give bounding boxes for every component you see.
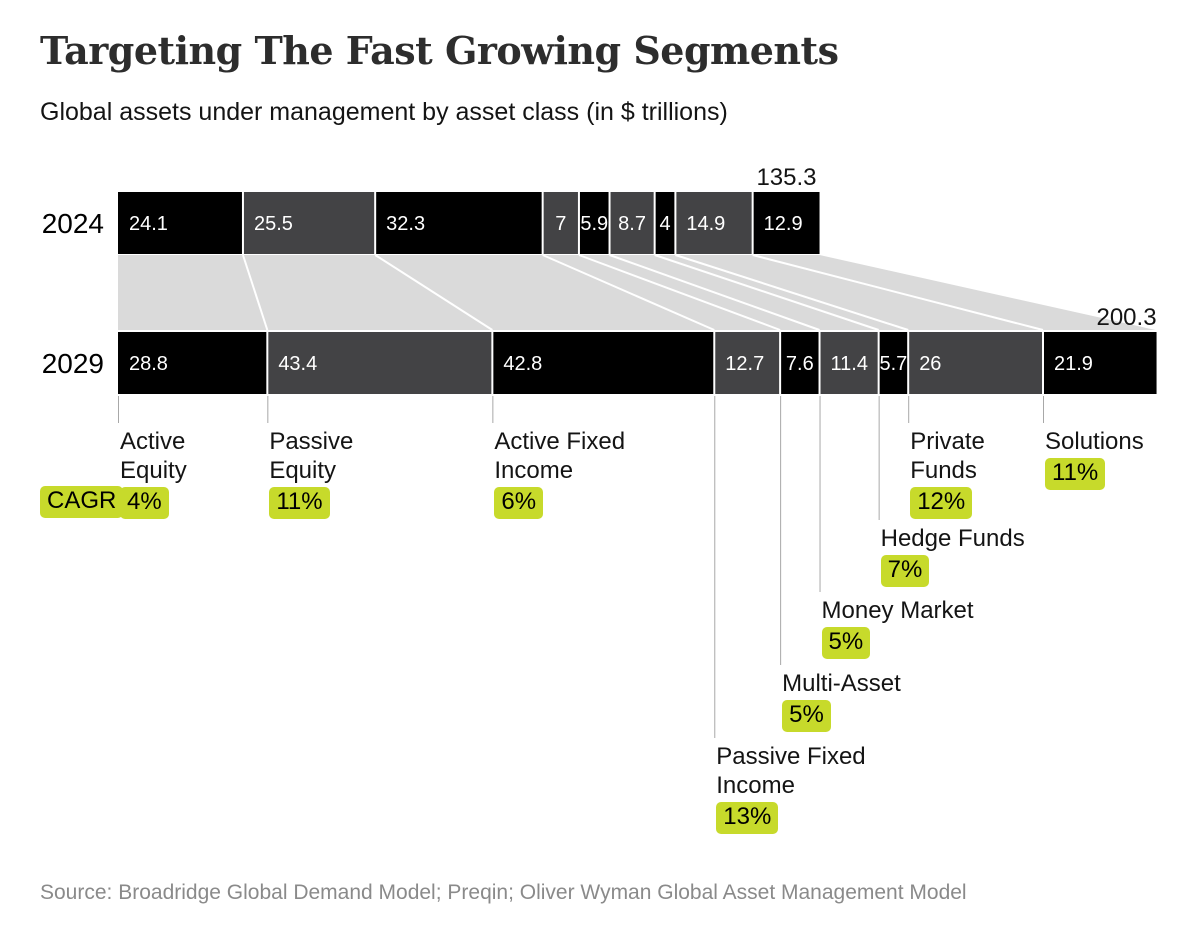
bar-2024-segment-passive-equity xyxy=(242,192,376,254)
flow-separator xyxy=(752,254,1044,331)
segment-value-2024-private-funds: 14.9 xyxy=(686,213,725,235)
segment-value-2024-hedge-funds: 4 xyxy=(659,213,670,235)
chart-area: 24.1 25.5 32.3 7 5.9 8.7 4 14.9 12.9 28.8 43.4 42.8… xyxy=(40,164,1157,834)
segment-value-2024-multi-asset: 5.9 xyxy=(580,213,608,235)
segment-value-2029-multi-asset: 7.6 xyxy=(786,353,814,375)
segment-value-2029-active-fixed-income: 42.8 xyxy=(503,353,542,375)
bar-2029-segment-hedge-funds xyxy=(878,332,909,394)
cagr-chip-hedge-funds: 7% xyxy=(880,555,930,587)
flow-separator xyxy=(609,254,820,331)
segment-value-2029-solutions: 21.9 xyxy=(1054,353,1093,375)
category-label-private-funds: Private Funds 12% xyxy=(910,427,1020,519)
category-name: Passive Fixed Income xyxy=(716,743,866,799)
cagr-chip-money-market: 5% xyxy=(821,627,871,659)
cagr-chip-active-equity: 4% xyxy=(120,487,169,519)
cagr-chip-multi-asset: 5% xyxy=(782,700,831,732)
chart-subtitle: Global assets under management by asset … xyxy=(40,98,728,126)
total-label-2029: 200.3 xyxy=(1096,304,1156,331)
category-label-money-market: Money Market 5% xyxy=(821,596,974,659)
category-labels-layer: Active Equity 4% Passive Equity 11% Active F… xyxy=(120,427,1144,834)
flow-separator xyxy=(242,254,269,331)
bar-2024-segment-passive-fixed-income xyxy=(542,192,579,254)
cagr-prefix-chip: CAGR xyxy=(40,486,124,518)
bar-2024-segment-solutions xyxy=(752,192,820,254)
bar-2024-segment-active-equity xyxy=(118,192,243,254)
source-note: Source: Broadridge Global Demand Model; … xyxy=(40,881,967,904)
category-label-active-equity: Active Equity 4% xyxy=(120,427,250,519)
segment-value-2024-money-market: 8.7 xyxy=(618,213,646,235)
bar-2024-segment-private-funds xyxy=(675,192,753,254)
bar-2024-segment-money-market xyxy=(609,192,655,254)
category-name: Active Equity xyxy=(120,428,187,484)
bar-2029-segment-passive-equity xyxy=(267,332,493,394)
category-label-hedge-funds: Hedge Funds 7% xyxy=(880,524,1025,587)
bar-2029-segment-private-funds xyxy=(908,332,1044,394)
bar-2029-segment-active-equity xyxy=(118,332,268,394)
flow-separator xyxy=(578,254,781,331)
segment-value-2024-passive-fixed-income: 7 xyxy=(555,213,566,235)
segment-value-2029-passive-equity: 43.4 xyxy=(278,353,317,375)
flow-separator xyxy=(675,254,909,331)
segment-value-2029-active-equity: 28.8 xyxy=(129,353,168,375)
category-label-multi-asset: Multi-Asset 5% xyxy=(782,669,901,732)
segment-value-2029-hedge-funds: 5.7 xyxy=(880,353,908,375)
segment-value-2024-active-equity: 24.1 xyxy=(129,213,168,235)
cagr-chip-solutions: 11% xyxy=(1045,458,1106,490)
cagr-chip-private-funds: 12% xyxy=(910,487,973,519)
flow-band xyxy=(118,255,1156,330)
bar-2029-segment-multi-asset xyxy=(780,332,820,394)
bar-2029-segment-money-market xyxy=(819,332,879,394)
segment-value-2029-money-market: 11.4 xyxy=(831,353,868,375)
segment-value-2024-passive-equity: 25.5 xyxy=(254,213,293,235)
bar-2024-segment-hedge-funds xyxy=(654,192,676,254)
segment-value-2029-passive-fixed-income: 12.7 xyxy=(725,353,764,375)
cagr-chip-active-fixed-income: 6% xyxy=(494,487,544,519)
cagr-chip-passive-equity: 11% xyxy=(269,487,330,519)
cagr-chip-passive-fixed-income: 13% xyxy=(716,802,779,834)
chart-title: Targeting The Fast Growing Segments xyxy=(40,28,839,73)
flow-separator xyxy=(542,254,715,331)
category-label-active-fixed-income: Active Fixed Income 6% xyxy=(494,427,644,519)
category-name: Multi-Asset xyxy=(782,670,901,697)
bar-2024-segment-multi-asset xyxy=(578,192,610,254)
category-label-solutions: Solutions 11% xyxy=(1045,427,1144,490)
category-label-passive-equity: Passive Equity 11% xyxy=(269,427,399,519)
year-label-2029: 2029 xyxy=(42,348,104,379)
bar-2029-segment-passive-fixed-income xyxy=(714,332,781,394)
segment-value-2029-private-funds: 26 xyxy=(919,353,941,375)
category-name: Money Market xyxy=(821,597,974,624)
category-name: Passive Equity xyxy=(269,428,354,484)
year-label-2024: 2024 xyxy=(42,208,104,239)
category-name: Solutions xyxy=(1045,428,1144,455)
segment-value-2024-solutions: 12.9 xyxy=(764,213,803,235)
segment-value-2024-active-fixed-income: 32.3 xyxy=(386,213,425,235)
category-label-passive-fixed-income: Passive Fixed Income 13% xyxy=(716,742,881,834)
category-name: Private Funds xyxy=(910,428,985,484)
bar-2029-segment-active-fixed-income xyxy=(492,332,715,394)
bar-2024-segment-active-fixed-income xyxy=(375,192,543,254)
bar-2029-segment-solutions xyxy=(1043,332,1157,394)
category-name: Active Fixed Income xyxy=(494,428,626,484)
flow-separator xyxy=(374,254,493,331)
flow-separator xyxy=(654,254,879,331)
chart-svg: 24.1 25.5 32.3 7 5.9 8.7 4 14.9 12.9 28.8 43.4 42.8… xyxy=(42,164,1157,738)
total-label-2024: 135.3 xyxy=(756,164,816,191)
category-name: Hedge Funds xyxy=(880,525,1025,552)
